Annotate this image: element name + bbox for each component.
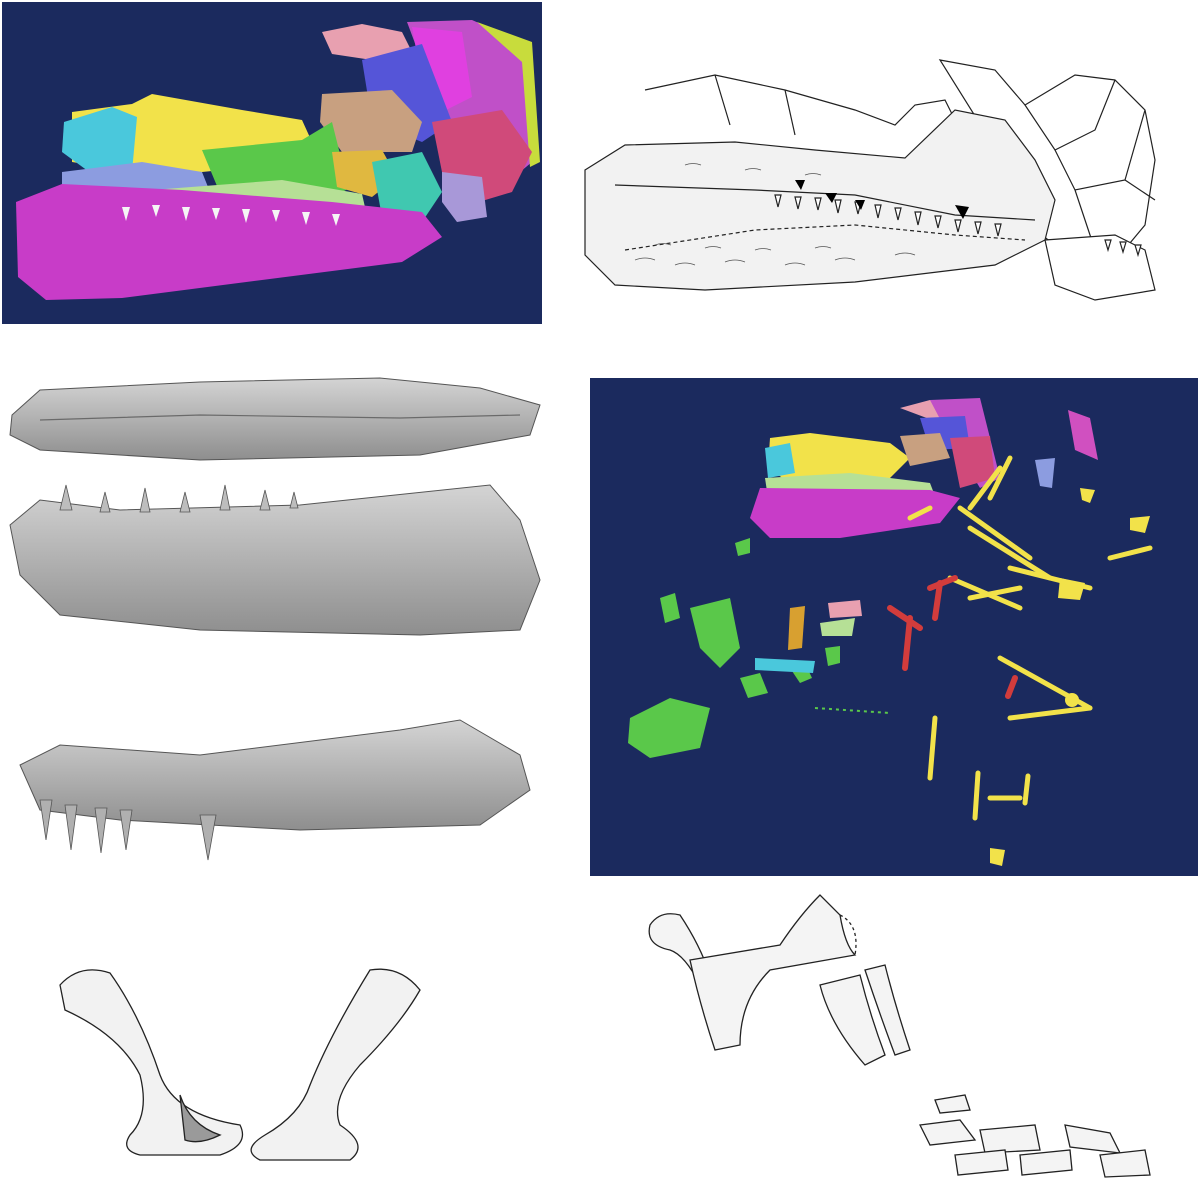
panel-limb-drawings [630,885,1170,1190]
bone-pink-dorsal [322,24,412,60]
pink-bone [828,600,862,618]
skull-rose-bone [950,436,995,488]
bone-green-lacrimal [202,122,362,202]
bone-tarsal-2 [919,1119,977,1146]
cyan-bone [755,658,815,673]
posterior-teeth [1104,239,1142,258]
bone-metatarsal-1 [979,1124,1041,1154]
skull-suture-2 [1054,109,1146,191]
orange-humerus [788,606,805,650]
mandible-lateral-view [9,484,541,636]
bone-tarsal-1 [934,1094,971,1114]
skull-texture [634,163,916,266]
skeleton-3d-render-image [590,378,1198,876]
yellow-small-bone-3 [990,848,1005,866]
panel-mandible-renders [0,360,560,870]
skull-foramina [795,180,969,219]
panel-skeleton-3d-render [590,378,1198,876]
isolated-magenta-bone [1068,410,1098,460]
bone-tan-orbit [320,90,422,152]
bone-metatarsal-3 [1019,1149,1073,1176]
green-small-bone-1 [740,673,768,698]
panel-skull-line-drawing [555,50,1175,310]
green-small-bone-4 [735,538,750,556]
mandible-occlusal-view [9,377,541,461]
occlusal-ridge [39,414,521,421]
skull-3d-render-image [2,2,542,324]
bone-tibia [819,974,886,1066]
mandible-teeth [59,484,299,513]
bone-phalanx [1099,1149,1151,1178]
temporal-suture [714,74,796,136]
green-ilium [690,598,740,668]
skull-cyan-bone [765,443,795,478]
bone-metatarsal-4 [1064,1124,1122,1154]
mandible-renders-image [9,377,541,861]
jaw-line [614,184,1036,221]
yellow-small-bone-4 [1065,693,1079,707]
mandible-medial-view [19,719,531,831]
green-fragment-trail [814,707,891,714]
teeth-row [122,205,340,226]
skull-line-drawing-image [584,59,1156,301]
bone-femur-dashed [839,914,857,956]
bone-yellowgreen-rim [477,22,540,167]
green-small-bone-5 [825,646,840,666]
bone-magenta-upper [412,27,472,112]
yellow-ribs [907,455,1153,821]
green-small-bone-2 [660,593,680,623]
bone-fibula [864,964,911,1056]
limb-drawings-image [648,894,1151,1178]
yellow-small-bone-2 [1080,488,1095,503]
skull-tan-bone [900,433,950,466]
skull-suture-1 [1024,79,1116,151]
green-scapula [628,698,710,758]
bone-cyan-premaxilla [62,107,137,174]
lightgreen-bone [820,618,855,636]
bone-left-depression [179,1094,222,1143]
mandible-medial-teeth [39,799,217,861]
bone-lavender-quadrate [442,172,487,222]
bone-teal-postorbital [372,152,442,222]
red-limb-bones [887,575,1018,699]
bone-magenta-mandible [16,184,442,300]
temporal-outline [644,74,956,126]
skull-yellow-bone [768,433,910,483]
bone-left [59,969,244,1156]
panel-bone-drawings [40,955,460,1175]
bone-right [250,968,421,1161]
bone-metatarsal-2 [954,1149,1009,1176]
yellow-small-bone-1 [1130,516,1150,533]
dashed-suture [624,224,1026,251]
isolated-periwinkle-bone [1035,458,1055,488]
bone-drawings-image [59,968,421,1161]
bone-femur [689,894,857,1051]
jaw-posterior-outline [1044,234,1156,301]
yellow-bone-block [1058,578,1085,600]
skull-magenta-mandible [750,488,960,538]
panel-skull-3d-render [2,2,542,324]
